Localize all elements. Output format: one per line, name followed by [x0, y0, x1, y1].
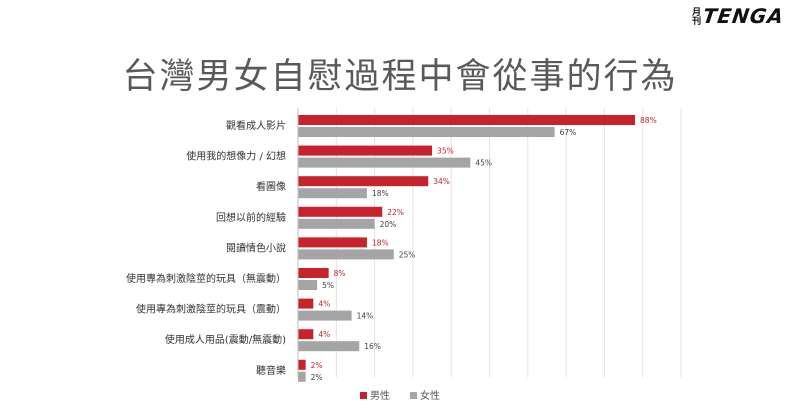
data-label-male: 4% [318, 300, 330, 309]
category-label: 閱讀情色小說 [226, 241, 286, 254]
data-label-female: 45% [475, 159, 492, 168]
bar-male [298, 145, 433, 156]
bar-male [298, 237, 367, 248]
category-label: 看圖像 [256, 180, 286, 193]
category-label: 使用成人用品(震動/無震動) [165, 333, 286, 346]
brand-logo-small: 月刊 [690, 7, 701, 25]
bar-male [298, 298, 314, 309]
bar-female [298, 280, 318, 290]
bar-female [298, 218, 375, 229]
data-label-male: 22% [387, 208, 404, 217]
data-label-female: 20% [380, 220, 397, 229]
data-label-female: 67% [560, 128, 577, 137]
legend-label: 女性 [420, 389, 440, 402]
data-label-male: 34% [433, 177, 450, 186]
data-label-female: 5% [322, 281, 334, 290]
brand-logo: 月刊 TENGA [690, 4, 786, 28]
bar-female [298, 341, 360, 352]
bar-female [298, 310, 352, 321]
bar-female [298, 127, 555, 137]
data-label-female: 16% [364, 342, 381, 351]
data-label-female: 2% [311, 373, 323, 382]
chart-title: 台灣男女自慰過程中會從事的行為 [122, 57, 678, 97]
category-label: 回想以前的經驗 [216, 211, 286, 224]
bar-male [298, 329, 314, 340]
bar-female [298, 371, 306, 382]
legend-label: 男性 [370, 389, 390, 402]
bar-female [298, 249, 394, 260]
data-label-male: 4% [318, 330, 330, 339]
bar-male [298, 206, 383, 217]
legend-swatch [360, 392, 367, 399]
bar-female [298, 157, 471, 168]
data-label-female: 18% [372, 189, 389, 198]
legend-swatch [410, 392, 417, 399]
category-label: 使用專為刺激陰莖的玩具（無震動） [126, 272, 286, 285]
bar-male [298, 359, 306, 370]
bar-male [298, 115, 636, 125]
data-label-male: 88% [640, 116, 657, 125]
data-label-female: 25% [399, 250, 416, 259]
category-label: 使用專為刺激陰莖的玩具（震動） [136, 303, 286, 316]
category-label: 使用我的想像力 / 幻想 [186, 150, 286, 163]
category-label: 聽音樂 [256, 364, 286, 377]
bar-male [298, 268, 329, 278]
bar-male [298, 176, 429, 187]
data-label-male: 2% [311, 361, 323, 370]
data-label-male: 18% [372, 238, 389, 247]
category-label: 觀看成人影片 [226, 119, 286, 132]
data-label-female: 14% [357, 312, 374, 321]
data-label-male: 35% [437, 147, 454, 156]
data-label-male: 8% [334, 269, 346, 278]
bar-female [298, 188, 367, 199]
